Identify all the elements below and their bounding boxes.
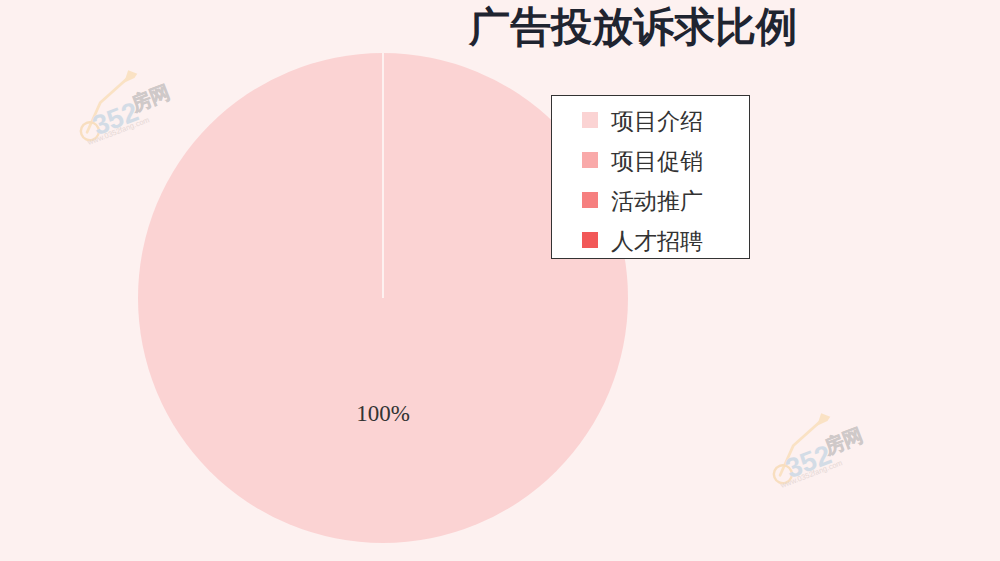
svg-text:房网: 房网 bbox=[127, 81, 173, 116]
svg-text:房网: 房网 bbox=[820, 424, 866, 459]
